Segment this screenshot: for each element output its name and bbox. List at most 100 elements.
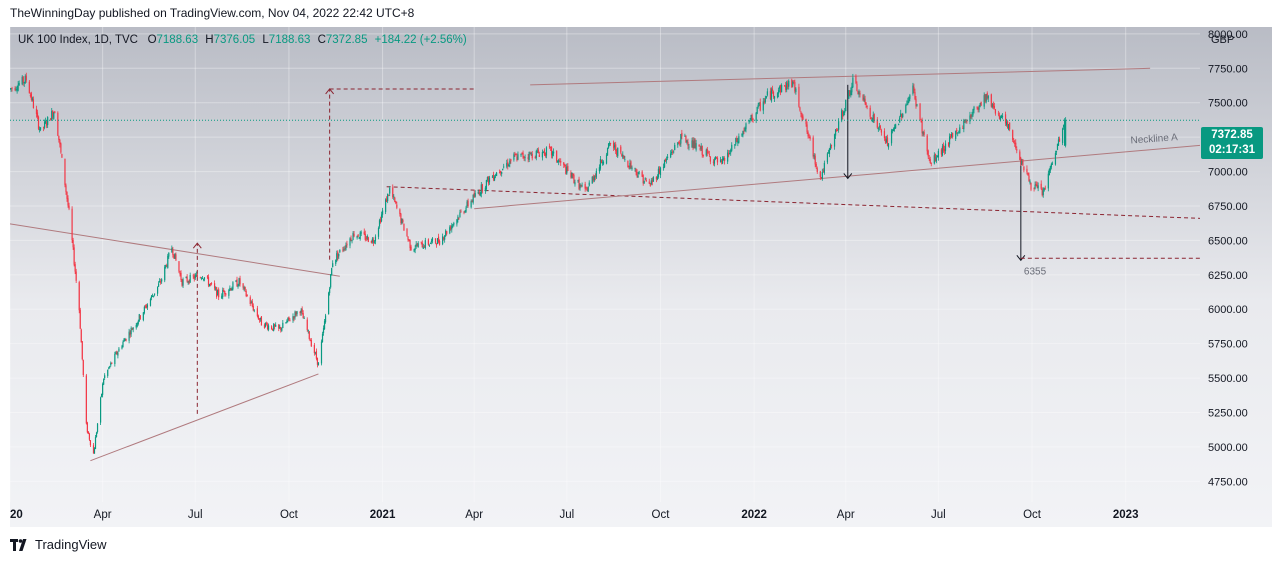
candle-body [900, 113, 902, 117]
candle-body [715, 157, 718, 158]
candle-body [66, 191, 68, 199]
candle-body [60, 143, 62, 153]
chart-frame[interactable]: Neckline A 6355 4750.00 5000.00 5250.00 550… [10, 27, 1272, 527]
candle-body [68, 205, 70, 209]
candle-body [42, 126, 45, 128]
candle-body [124, 339, 126, 341]
candle-body [1057, 139, 1060, 146]
candle-body [275, 324, 277, 327]
candle-body [922, 131, 924, 134]
candle-body [814, 155, 816, 165]
candle-body [294, 311, 296, 318]
candle-body [920, 120, 922, 122]
candle-body [844, 110, 846, 113]
high-value: 7376.05 [213, 34, 256, 46]
candle-body [72, 239, 74, 248]
footer-brand[interactable]: TradingView [10, 537, 107, 552]
candle-body [560, 160, 562, 163]
candle-body [617, 147, 619, 157]
candle-body [78, 282, 80, 311]
candle-body [794, 82, 796, 92]
candle-body [638, 171, 640, 174]
candle-body [402, 219, 404, 223]
candle-body [239, 278, 241, 285]
candle-body [503, 166, 505, 168]
symbol-legend[interactable]: UK 100 Index, 1D, TVC O7188.63 H7376.05 … [18, 34, 467, 46]
candle-body [336, 253, 338, 261]
candle-body [885, 138, 888, 143]
candle-body [819, 171, 821, 177]
candle-body [665, 159, 668, 161]
candle-body [85, 375, 87, 424]
candle-body [763, 101, 765, 103]
candle-body [829, 145, 832, 150]
candle-body [217, 290, 219, 296]
candle-body [367, 237, 369, 242]
candle-body [392, 187, 394, 198]
candle-body [467, 200, 469, 207]
trend-line [530, 67, 1151, 86]
time-tick-label: 2020 [10, 509, 23, 521]
candle-body [729, 153, 731, 154]
candle-body [933, 155, 935, 164]
candle-body [879, 126, 881, 129]
candle-body [415, 243, 417, 247]
candle-body [199, 277, 201, 279]
candle-body [727, 152, 729, 162]
candle-body [955, 131, 957, 139]
candle-body [168, 252, 170, 257]
candle-body [962, 128, 964, 129]
price-chart[interactable]: Neckline A 6355 [10, 27, 1200, 502]
candle-body [478, 191, 480, 195]
candle-body [677, 142, 679, 146]
candle-body [969, 115, 971, 122]
candle-body [695, 143, 697, 150]
candle-body [352, 233, 354, 241]
candle-body [541, 152, 543, 158]
candle-body [406, 229, 408, 237]
time-axis[interactable]: 2020 Apr Jul Oct 2021 Apr Jul Oct 2022 Apr Jul Oct 2… [10, 502, 1200, 527]
candle-body [23, 82, 25, 84]
candle-body [36, 112, 39, 117]
candle-body [246, 295, 248, 297]
candle-body [35, 108, 38, 115]
candle-body [159, 280, 161, 283]
candle-body [997, 113, 1000, 115]
candle-body [149, 298, 152, 306]
candle-body [427, 239, 429, 245]
candle-body [132, 327, 134, 330]
candle-body [591, 176, 593, 184]
candle-body [274, 324, 276, 327]
candles [10, 72, 1067, 454]
candle-body [822, 170, 824, 172]
candle-body [256, 308, 258, 317]
candle-body [742, 131, 744, 136]
candle-body [963, 120, 965, 130]
gridlines [10, 27, 1200, 502]
candle-body [592, 176, 594, 181]
candle-body [980, 101, 982, 106]
candle-body [24, 76, 26, 84]
candle-body [236, 279, 238, 287]
candle-body [671, 151, 673, 154]
candle-body [706, 148, 708, 154]
candle-body [513, 154, 515, 160]
candle-body [866, 105, 868, 108]
candle-body [471, 201, 473, 202]
time-tick-label: Apr [837, 509, 855, 521]
candle-body [926, 135, 928, 152]
candle-body [772, 91, 775, 97]
candle-body [1023, 166, 1025, 171]
candle-body [615, 144, 617, 152]
candle-body [916, 104, 918, 106]
currency-label: GBP [1211, 34, 1235, 46]
candle-body [663, 159, 666, 168]
candle-body [178, 261, 180, 272]
candle-body [166, 265, 168, 267]
price-axis[interactable]: 4750.00 5000.00 5250.00 5500.00 5750.00 6000.… [1200, 27, 1272, 502]
candle-body [146, 304, 149, 308]
candle-body [192, 275, 194, 277]
candle-body [537, 149, 539, 154]
high-label: H [205, 34, 214, 46]
candle-body [985, 94, 987, 102]
